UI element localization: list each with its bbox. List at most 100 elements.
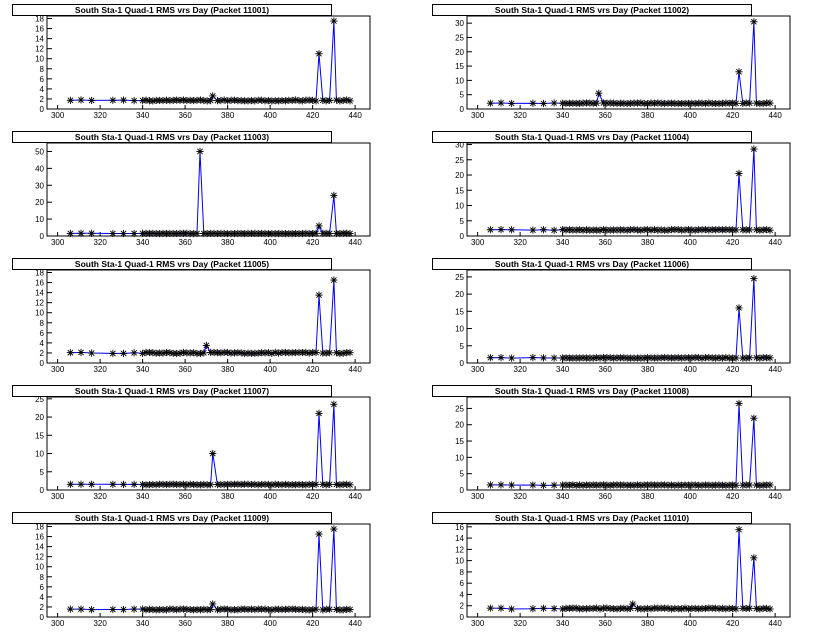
series-line [70, 404, 351, 486]
chart-panel: 0 2 4 6 8 10 12 14 16 18 300 320 340 360 380 400 420 440 S… [0, 254, 400, 381]
x-tick-label: 380 [221, 365, 235, 374]
data-point [550, 99, 558, 107]
data-point [508, 99, 516, 108]
data-point [486, 354, 494, 362]
y-tick-label: 10 [35, 215, 44, 224]
y-tick-label: 12 [455, 545, 464, 554]
series-line [490, 149, 771, 231]
y-tick-label: 10 [35, 563, 44, 572]
data-point [735, 68, 743, 76]
x-tick-label: 360 [178, 111, 192, 120]
x-tick-label: 440 [348, 492, 362, 501]
data-point [508, 481, 516, 489]
y-tick-label: 10 [35, 55, 44, 64]
data-point [508, 605, 516, 613]
x-tick-label: 320 [513, 619, 527, 628]
y-tick-label: 12 [35, 45, 44, 54]
y-tick-label: 10 [455, 325, 464, 334]
y-tick-label: 0 [460, 105, 465, 114]
chart-svg: 0 5 10 15 20 25 30 300 320 340 360 380 400 420 440 [455, 15, 791, 120]
chart-panel: 0 2 4 6 8 10 12 14 16 18 300 320 340 360 380 400 420 440 S… [0, 508, 400, 635]
y-tick-label: 8 [40, 65, 45, 74]
series-line [490, 278, 771, 359]
x-tick-label: 420 [306, 238, 320, 247]
data-point [315, 222, 323, 230]
data-point [109, 96, 117, 104]
x-tick-label: 300 [471, 365, 485, 374]
x-tick-label: 300 [471, 619, 485, 628]
y-tick-label: 5 [460, 91, 465, 100]
y-tick-label: 25 [35, 395, 44, 404]
y-tick-label: 0 [40, 486, 45, 495]
y-tick-label: 15 [455, 307, 464, 316]
data-point [312, 229, 320, 237]
x-tick-label: 320 [93, 619, 107, 628]
chart-title-box: South Sta-1 Quad-1 RMS vrs Day (Packet 1… [432, 131, 752, 143]
data-point [486, 226, 494, 234]
chart-title-box: South Sta-1 Quad-1 RMS vrs Day (Packet 1… [432, 258, 752, 270]
y-tick-label: 0 [40, 359, 45, 368]
data-point [130, 97, 138, 105]
y-tick-label: 16 [455, 523, 464, 532]
x-tick-label: 320 [513, 365, 527, 374]
data-point [119, 229, 128, 238]
y-tick-label: 8 [40, 573, 45, 582]
x-tick-label: 300 [471, 492, 485, 501]
y-tick-label: 0 [460, 359, 465, 368]
data-point [766, 605, 774, 613]
x-tick-label: 380 [221, 238, 235, 247]
y-tick-label: 20 [35, 198, 44, 207]
x-tick-label: 420 [306, 492, 320, 501]
data-point [130, 605, 138, 613]
chart-title: South Sta-1 Quad-1 RMS vrs Day (Packet 1… [74, 513, 270, 523]
data-point [66, 349, 74, 357]
data-point [200, 349, 208, 357]
data-point [486, 99, 494, 107]
data-point [326, 349, 334, 357]
y-tick-label: 15 [455, 186, 464, 195]
y-tick-label: 20 [455, 421, 464, 430]
x-tick-label: 380 [641, 111, 655, 120]
data-point [732, 99, 740, 107]
data-point [193, 229, 201, 237]
data-point [119, 605, 128, 614]
data-point [746, 604, 754, 612]
data-point [326, 96, 334, 105]
y-tick-label: 50 [35, 147, 44, 156]
data-point [77, 348, 85, 357]
y-tick-label: 10 [455, 453, 464, 462]
x-tick-label: 340 [136, 238, 150, 247]
data-point [529, 226, 537, 234]
data-point [207, 481, 215, 489]
y-tick-label: 14 [35, 35, 44, 44]
chart-title-box: South Sta-1 Quad-1 RMS vrs Day (Packet 1… [432, 512, 752, 524]
data-point [202, 341, 210, 350]
x-tick-label: 440 [768, 365, 782, 374]
data-point [497, 604, 505, 612]
y-tick-label: 0 [40, 105, 45, 114]
y-tick-label: 10 [455, 202, 464, 211]
chart-panel: 0 5 10 15 20 25 30 300 320 340 360 380 400 420 440 Sout… [420, 0, 820, 127]
y-tick-label: 2 [40, 95, 45, 104]
chart-svg: 0 5 10 15 20 25 30 300 320 340 360 380 400 420 440 [455, 141, 791, 247]
plot-frame [466, 396, 791, 491]
x-tick-label: 320 [513, 492, 527, 501]
y-tick-label: 6 [40, 583, 45, 592]
y-tick-label: 20 [455, 290, 464, 299]
y-tick-label: 4 [460, 590, 465, 599]
x-tick-label: 320 [513, 238, 527, 247]
plot-frame [46, 396, 371, 491]
x-tick-label: 340 [556, 619, 570, 628]
x-tick-label: 440 [768, 492, 782, 501]
data-point [130, 229, 138, 238]
y-tick-label: 16 [35, 279, 44, 288]
chart-title: South Sta-1 Quad-1 RMS vrs Day (Packet 1… [74, 259, 270, 269]
chart-title: South Sta-1 Quad-1 RMS vrs Day (Packet 1… [74, 5, 270, 15]
data-point [66, 605, 74, 613]
x-tick-label: 420 [726, 365, 740, 374]
chart-title: South Sta-1 Quad-1 RMS vrs Day (Packet 1… [494, 386, 690, 396]
plot-frame [46, 142, 371, 237]
x-tick-label: 380 [641, 492, 655, 501]
data-point [209, 600, 217, 608]
y-tick-label: 6 [40, 329, 45, 338]
